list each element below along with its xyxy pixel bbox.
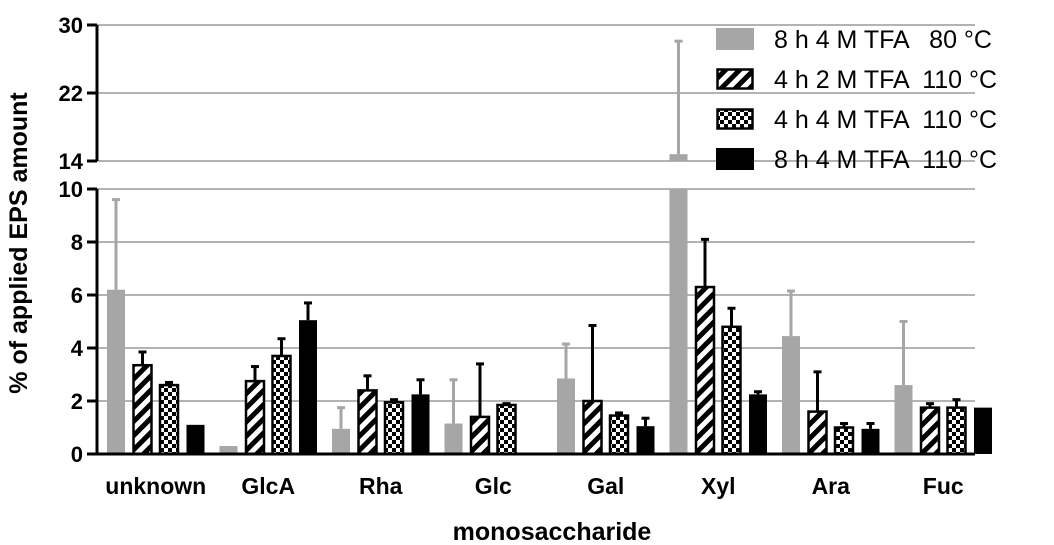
category-label: Rha [359,473,403,499]
bar [357,389,378,456]
legend-label: 8 h 4 M TFA 110 °C [774,146,997,174]
y-tick-label: 30 [59,13,83,38]
category-label: Ara [812,473,851,499]
bar [782,336,800,454]
category-label: Glc [475,473,512,499]
legend: 8 h 4 M TFA 80 °C 4 h 2 M TFA 110 °C 4 h 4… [716,26,997,174]
bar [946,406,967,456]
category-labels: unknown GlcA Rha Glc Gal Xyl Ara Fuc [105,473,964,499]
bars [107,39,992,456]
y-tick-label: 6 [71,283,83,308]
bar [919,406,941,456]
bar [158,383,180,456]
bar [749,394,767,454]
legend-label: 8 h 4 M TFA 80 °C [774,26,992,54]
bar [132,363,153,456]
bar [582,399,603,456]
y-tick-label: 22 [59,81,83,106]
legend-swatch [716,28,754,50]
bar [469,415,491,456]
bar [694,285,716,456]
y-tick-label: 2 [71,389,83,414]
y-tick-label: 10 [59,177,83,202]
bar [894,385,913,454]
y-tick-label: 4 [71,336,84,361]
bar [299,320,317,454]
legend-swatch [716,68,754,90]
legend-swatch [716,148,754,170]
category-label: Fuc [923,473,964,499]
bar [271,354,292,456]
bar [861,428,880,454]
category-label: Gal [587,473,624,499]
y-tick-label: 14 [59,149,84,174]
category-label: Xyl [701,473,736,499]
bar [721,325,742,456]
bar [244,379,266,456]
bar [669,189,688,454]
bar [383,401,405,456]
y-axis: 0 2 4 6 8 10 14 22 30 [59,13,975,467]
bar [608,414,630,456]
bar [219,446,238,454]
bar [186,424,205,454]
y-axis-title: % of applied EPS amount [5,92,33,394]
bar [444,423,463,454]
bar [833,426,855,456]
bar [332,428,350,454]
bar [496,403,517,456]
bar [636,426,655,454]
bar [557,378,575,454]
legend-label: 4 h 2 M TFA 110 °C [774,66,997,94]
legend-swatch [716,108,754,130]
y-tick-label: 8 [71,230,83,255]
bar [974,407,992,454]
category-label: GlcA [241,473,295,499]
bar [807,410,828,456]
category-label: unknown [105,473,206,499]
y-tick-label: 0 [71,442,83,467]
bar [411,394,430,454]
bar [107,289,125,454]
bar [669,154,688,161]
legend-label: 4 h 4 M TFA 110 °C [774,106,997,134]
gridlines [97,24,975,402]
x-axis-title: monosaccharide [453,518,652,545]
